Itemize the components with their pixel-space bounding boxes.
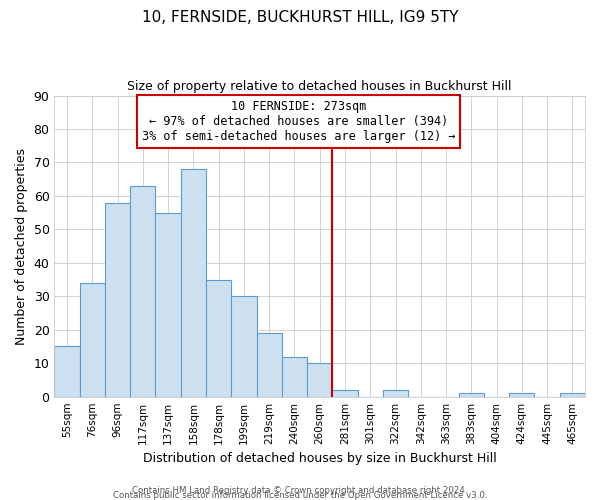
Bar — [55, 346, 80, 397]
Bar — [383, 390, 408, 396]
Y-axis label: Number of detached properties: Number of detached properties — [15, 148, 28, 344]
Bar — [80, 283, 105, 397]
Bar — [509, 394, 535, 396]
Bar — [231, 296, 257, 396]
Bar — [560, 394, 585, 396]
Text: Contains HM Land Registry data © Crown copyright and database right 2024.: Contains HM Land Registry data © Crown c… — [132, 486, 468, 495]
X-axis label: Distribution of detached houses by size in Buckhurst Hill: Distribution of detached houses by size … — [143, 452, 497, 465]
Bar — [105, 202, 130, 396]
Text: 10, FERNSIDE, BUCKHURST HILL, IG9 5TY: 10, FERNSIDE, BUCKHURST HILL, IG9 5TY — [142, 10, 458, 25]
Bar — [130, 186, 155, 396]
Text: Contains public sector information licensed under the Open Government Licence v3: Contains public sector information licen… — [113, 491, 487, 500]
Bar — [332, 390, 358, 396]
Text: 10 FERNSIDE: 273sqm
← 97% of detached houses are smaller (394)
3% of semi-detach: 10 FERNSIDE: 273sqm ← 97% of detached ho… — [142, 100, 455, 143]
Bar — [257, 333, 282, 396]
Bar — [206, 280, 231, 396]
Bar — [458, 394, 484, 396]
Bar — [282, 356, 307, 397]
Bar — [155, 212, 181, 396]
Bar — [181, 169, 206, 396]
Title: Size of property relative to detached houses in Buckhurst Hill: Size of property relative to detached ho… — [127, 80, 512, 93]
Bar — [307, 363, 332, 396]
